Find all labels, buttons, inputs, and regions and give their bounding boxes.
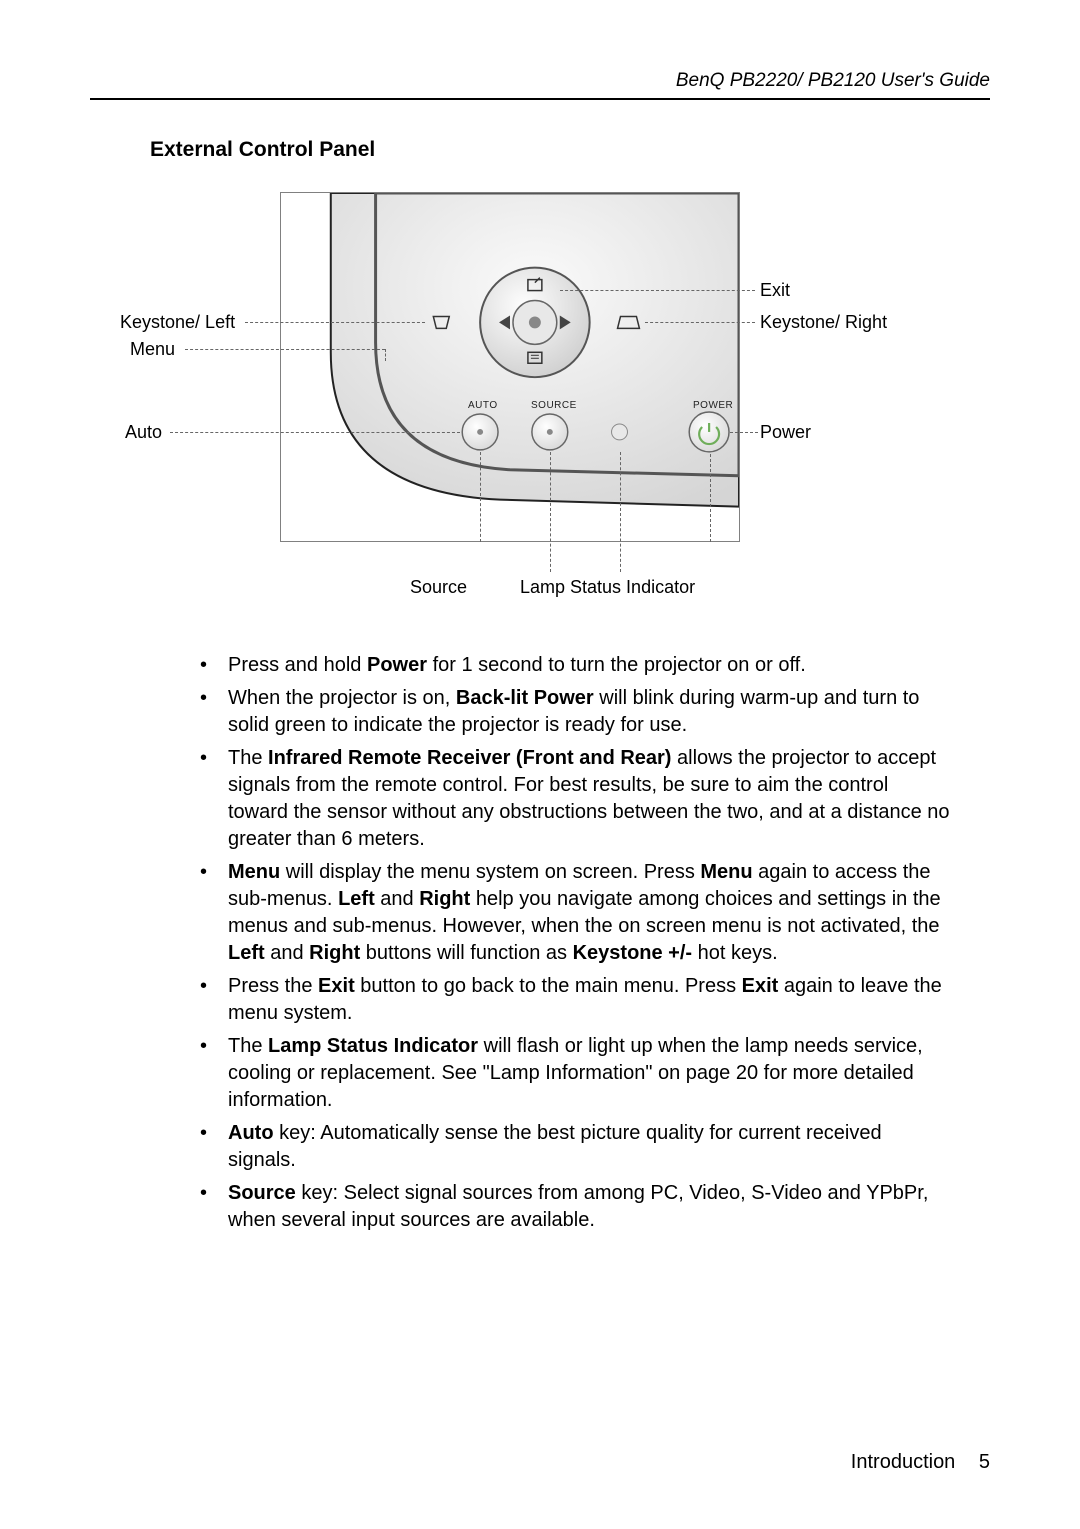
label-keystone-left: Keystone/ Left bbox=[120, 312, 235, 333]
label-keystone-right: Keystone/ Right bbox=[760, 312, 887, 333]
source-text: SOURCE bbox=[531, 400, 577, 411]
bullet-item: Source key: Select signal sources from a… bbox=[200, 1180, 950, 1234]
control-panel-diagram: AUTO SOURCE POWER Keystone/ Left Menu Au… bbox=[90, 192, 990, 622]
bullet-item: The Infrared Remote Receiver (Front and … bbox=[200, 745, 950, 853]
bullet-item: Auto key: Automatically sense the best p… bbox=[200, 1120, 950, 1174]
section-title: External Control Panel bbox=[150, 138, 990, 162]
label-power: Power bbox=[760, 422, 811, 443]
bullet-item: Press and hold Power for 1 second to tur… bbox=[200, 652, 950, 679]
bullet-list: Press and hold Power for 1 second to tur… bbox=[200, 652, 950, 1234]
page-footer: Introduction 5 bbox=[851, 1451, 990, 1474]
bullet-item: Press the Exit button to go back to the … bbox=[200, 973, 950, 1027]
bullet-item: Menu will display the menu system on scr… bbox=[200, 859, 950, 967]
label-exit: Exit bbox=[760, 280, 790, 301]
auto-text: AUTO bbox=[468, 400, 498, 411]
bullet-item: The Lamp Status Indicator will flash or … bbox=[200, 1033, 950, 1114]
power-text: POWER bbox=[693, 400, 733, 411]
page-header: BenQ PB2220/ PB2120 User's Guide bbox=[90, 70, 990, 100]
footer-page-number: 5 bbox=[979, 1451, 990, 1473]
label-menu: Menu bbox=[130, 339, 175, 360]
bullet-item: When the projector is on, Back-lit Power… bbox=[200, 685, 950, 739]
label-auto: Auto bbox=[125, 422, 162, 443]
label-source: Source bbox=[410, 577, 467, 598]
footer-section: Introduction bbox=[851, 1451, 956, 1473]
projector-svg bbox=[281, 193, 739, 541]
panel-frame: AUTO SOURCE POWER bbox=[280, 192, 740, 542]
label-lamp: Lamp Status Indicator bbox=[520, 577, 695, 598]
